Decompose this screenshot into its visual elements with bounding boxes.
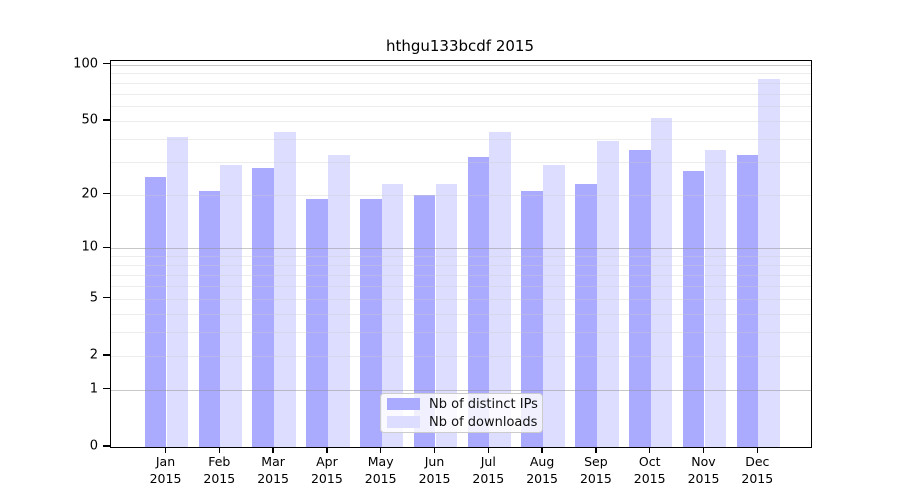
x-tick-mark (218, 448, 220, 453)
bar-ips-dec (736, 154, 759, 447)
y-tick-mark (103, 445, 110, 447)
x-axis-tick-label: Sep 2015 (579, 454, 612, 486)
bar-ips-sep (575, 183, 597, 447)
x-tick-mark (649, 448, 651, 453)
y-tick-mark (103, 354, 110, 356)
legend-item-downloads: Nb of downloads (387, 415, 542, 430)
bar-ips-may (360, 198, 382, 447)
x-axis-tick-label: Apr 2015 (310, 454, 343, 486)
gridline-minor (111, 106, 811, 108)
gridline-minor (111, 121, 811, 123)
bar-downloads-oct (650, 118, 673, 447)
legend-item-distinct-ips: Nb of distinct IPs (387, 397, 542, 412)
bar-downloads-aug (543, 165, 565, 447)
gridline-minor (111, 264, 811, 266)
x-tick-mark (541, 448, 543, 453)
bar-ips-jul (467, 157, 490, 447)
x-tick-mark (433, 448, 436, 453)
bar-downloads-feb (220, 165, 242, 447)
x-axis-tick-label: Nov 2015 (687, 454, 720, 486)
x-axis-tick-label: Dec 2015 (741, 454, 774, 486)
x-tick-mark (595, 448, 597, 453)
plot-area (110, 60, 812, 448)
gridline-minor (111, 162, 811, 164)
x-tick-mark (326, 448, 328, 453)
y-axis-tick-label: 50 (81, 112, 98, 128)
gridline-major (111, 248, 811, 250)
x-axis-tick-label: Mar 2015 (257, 454, 289, 486)
x-axis-tick-label: Jul 2015 (472, 454, 505, 486)
y-axis-tick-label: 2 (89, 347, 98, 363)
gridline-major (111, 64, 811, 66)
legend: Nb of distinct IPs Nb of downloads (380, 393, 543, 433)
x-axis-tick-label: Jan 2015 (149, 454, 182, 486)
bar-ips-jun (413, 194, 436, 447)
y-axis-tick-label: 1 (89, 381, 98, 397)
gridline-minor (111, 332, 811, 334)
y-axis-tick-label: 20 (81, 186, 98, 202)
downloads-swatch-icon (387, 416, 420, 428)
bar-downloads-dec (758, 78, 780, 447)
y-tick-mark (103, 246, 110, 248)
y-tick-mark (103, 193, 110, 195)
gridline-major (111, 389, 811, 391)
bar-downloads-jul (489, 131, 511, 447)
x-axis-tick-label: Jun 2015 (418, 454, 451, 486)
x-tick-mark (756, 448, 758, 453)
bar-ips-nov (682, 170, 705, 447)
bar-downloads-jun (435, 183, 458, 447)
gridline-minor (111, 313, 811, 315)
y-axis-tick-label: 10 (81, 239, 98, 255)
bar-ips-jan (144, 177, 167, 447)
bar-downloads-sep (596, 141, 619, 447)
gridline-minor (111, 285, 811, 287)
gridline-minor (111, 139, 811, 141)
x-tick-mark (272, 448, 274, 453)
gridline-minor (111, 93, 811, 95)
x-tick-mark (380, 448, 382, 453)
legend-label-distinct-ips: Nb of distinct IPs (429, 396, 538, 412)
gridline-minor (111, 256, 811, 258)
x-axis-tick-label: Feb 2015 (203, 454, 236, 486)
bar-ips-feb (198, 190, 221, 447)
gridline-minor (111, 194, 811, 196)
bar-downloads-apr (327, 154, 350, 447)
chart-title: hthgu133bcdf 2015 (385, 37, 535, 55)
x-tick-mark (702, 448, 705, 453)
y-tick-mark (103, 387, 110, 390)
bar-downloads-mar (274, 131, 296, 447)
bar-downloads-may (381, 183, 404, 447)
bar-ips-apr (306, 198, 328, 447)
bar-downloads-jan (166, 137, 189, 447)
legend-label-downloads: Nb of downloads (429, 414, 538, 430)
x-axis-tick-label: Oct 2015 (633, 454, 666, 486)
distinct-ips-swatch-icon (387, 398, 420, 410)
y-axis-tick-label: 0 (89, 438, 98, 454)
gridline-minor (111, 274, 811, 276)
x-tick-mark (487, 448, 489, 453)
y-axis-tick-label: 5 (89, 290, 98, 306)
y-tick-mark (103, 296, 110, 299)
gridline-minor (111, 82, 811, 84)
gridline-minor (111, 355, 811, 357)
x-tick-mark (164, 448, 167, 453)
bar-ips-aug (521, 190, 544, 447)
y-axis-tick-label: 100 (73, 56, 98, 72)
bar-downloads-nov (704, 150, 727, 447)
x-axis-tick-label: Aug 2015 (526, 454, 558, 486)
y-tick-mark (103, 119, 110, 121)
y-tick-mark (103, 62, 110, 65)
gridline-minor (111, 73, 811, 75)
bar-ips-mar (252, 167, 275, 447)
gridline-minor (111, 298, 811, 300)
bar-ips-oct (629, 150, 651, 447)
x-axis-tick-label: May 2015 (364, 454, 397, 486)
